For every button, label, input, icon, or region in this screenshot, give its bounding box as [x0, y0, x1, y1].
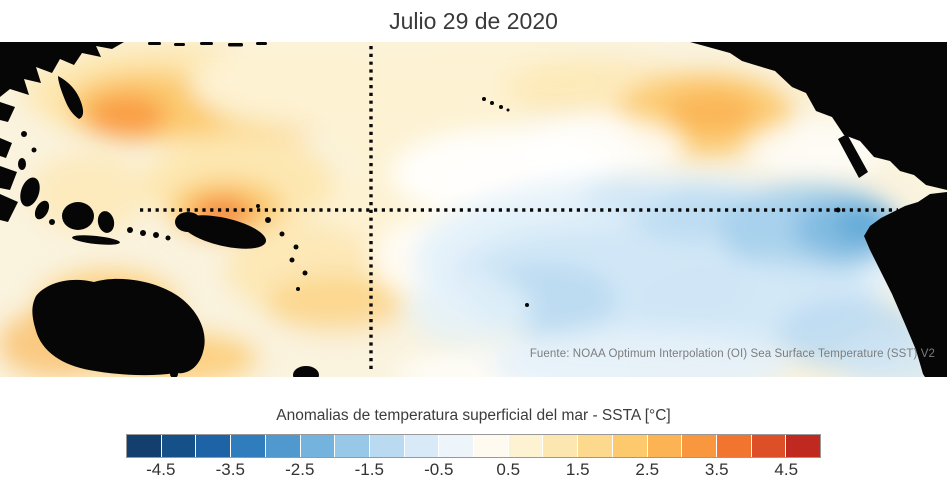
landmass-south-america [864, 192, 947, 377]
colorbar-cell [439, 435, 474, 457]
colorbar-tick-label: -1.5 [354, 460, 384, 479]
landmass-tasmania [170, 370, 178, 377]
landmass-galapagos [835, 207, 841, 213]
colorbar-legend: Anomalias de temperatura superficial del… [126, 407, 821, 479]
colorbar-ticks: -4.5 -3.5 -2.5 -1.5 -0.5 0.5 1.5 2.5 3.5 4.5 [126, 460, 821, 479]
colorbar-tick-label: 3.5 [704, 460, 729, 479]
colorbar-cell [647, 435, 682, 457]
colorbar-cell [543, 435, 578, 457]
landmass-hawaii [482, 97, 486, 101]
landmass-northeast-asia [0, 42, 124, 97]
map-container: Fuente: NOAA Optimum Interpolation (OI) … [0, 42, 947, 377]
landmass-borneo [62, 202, 94, 230]
colorbar-cell [369, 435, 404, 457]
landmass-aleutians [148, 42, 161, 45]
pacific-ssta-map [0, 42, 947, 377]
ssta-figure: Julio 29 de 2020 [0, 4, 947, 480]
colorbar-cell [231, 435, 265, 457]
colorbar-tick-label: 1.5 [565, 460, 590, 479]
colorbar-cell [612, 435, 647, 457]
colorbar-cell [335, 435, 369, 457]
colorbar-tick-label: 2.5 [635, 460, 660, 479]
landmass-new-zealand [293, 366, 319, 377]
legend-title: Anomalias de temperatura superficial del… [276, 407, 671, 424]
colorbar-tick-label: -0.5 [424, 460, 454, 479]
colorbar [126, 434, 821, 458]
colorbar-cell [265, 435, 300, 457]
colorbar-tick-label: 4.5 [774, 460, 799, 479]
landmass-north-america [690, 42, 947, 190]
colorbar-tick-label: -3.5 [215, 460, 245, 479]
map-source-credit: Fuente: NOAA Optimum Interpolation (OI) … [529, 348, 935, 360]
colorbar-cell [508, 435, 543, 457]
colorbar-cell [161, 435, 196, 457]
colorbar-cell [786, 435, 821, 457]
colorbar-tick-label: -2.5 [285, 460, 315, 479]
page-title: Julio 29 de 2020 [389, 8, 558, 34]
colorbar-tick-label: 0.5 [496, 460, 521, 479]
colorbar-tick-label: -4.5 [146, 460, 176, 479]
landmass-japan [58, 76, 84, 119]
colorbar-cell [300, 435, 335, 457]
colorbar-cell [127, 435, 161, 457]
landmass-baja-california [838, 134, 868, 178]
colorbar-cell [716, 435, 751, 457]
landmass-australia [32, 278, 205, 376]
colorbar-cell [196, 435, 231, 457]
landmass-philippines [20, 177, 40, 207]
landmass-taiwan [18, 158, 26, 170]
cool-anomaly-field [408, 175, 947, 377]
colorbar-cell [751, 435, 786, 457]
colorbar-cell [404, 435, 439, 457]
landmass-new-guinea [181, 215, 267, 249]
land-masses [0, 42, 947, 377]
colorbar-cell [682, 435, 716, 457]
colorbar-cell [578, 435, 612, 457]
colorbar-cell [474, 435, 508, 457]
